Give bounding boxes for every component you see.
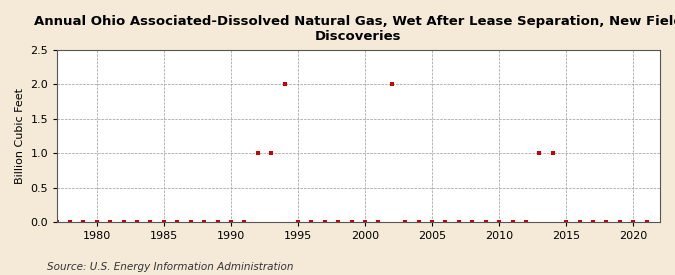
- Y-axis label: Billion Cubic Feet: Billion Cubic Feet: [15, 88, 25, 184]
- Text: Source: U.S. Energy Information Administration: Source: U.S. Energy Information Administ…: [47, 262, 294, 272]
- Title: Annual Ohio Associated-Dissolved Natural Gas, Wet After Lease Separation, New Fi: Annual Ohio Associated-Dissolved Natural…: [34, 15, 675, 43]
